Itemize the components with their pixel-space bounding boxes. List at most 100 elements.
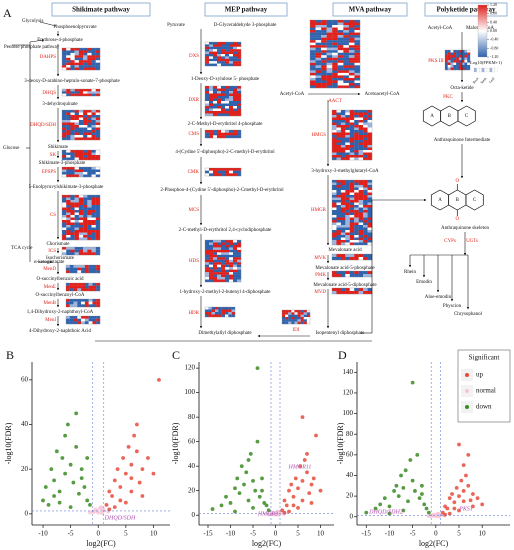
point bbox=[219, 503, 224, 508]
heatmap-cell bbox=[336, 127, 341, 131]
heatmap-cell bbox=[213, 279, 218, 283]
point bbox=[296, 486, 300, 491]
heatmap-cell bbox=[354, 145, 359, 148]
heatmap-cell bbox=[315, 65, 322, 68]
heatmap-cell bbox=[70, 225, 75, 228]
heatmap-cell bbox=[349, 230, 355, 233]
heatmap bbox=[444, 49, 471, 71]
heatmap-cell bbox=[340, 120, 346, 123]
heatmap-cell bbox=[69, 301, 74, 305]
heatmap-cell bbox=[297, 317, 301, 320]
heatmap-cell bbox=[88, 283, 93, 286]
heatmap-cell bbox=[83, 225, 88, 228]
heatmap-cell bbox=[310, 65, 316, 68]
heatmap-cell bbox=[354, 147, 359, 151]
heatmap-cell bbox=[363, 257, 368, 261]
heatmap-cell bbox=[321, 45, 327, 48]
heatmap-cell bbox=[456, 65, 459, 68]
heatmap-cell bbox=[332, 55, 338, 58]
compound: Mevalonate acid bbox=[328, 248, 362, 253]
heatmap-cell bbox=[83, 197, 88, 201]
heatmap-cell bbox=[354, 115, 359, 118]
heatmap-cell bbox=[84, 285, 89, 289]
heatmap-cell bbox=[209, 86, 214, 89]
heatmap-cell bbox=[74, 167, 79, 170]
heatmap-cell bbox=[95, 174, 101, 178]
heatmap-cell bbox=[225, 111, 230, 114]
heatmap-cell bbox=[91, 62, 96, 66]
compound: Mevalonate acid-5-diphosphate bbox=[313, 283, 377, 288]
heatmap-cell bbox=[95, 62, 101, 66]
heatmap-cell bbox=[363, 215, 368, 218]
heatmap-cell bbox=[343, 85, 349, 89]
heatmap-cell bbox=[95, 65, 101, 68]
point bbox=[110, 494, 114, 498]
heatmap-cell bbox=[473, 67, 477, 73]
heatmap-cell bbox=[340, 222, 346, 226]
heatmap-cell bbox=[78, 112, 84, 116]
heatmap-cell bbox=[340, 117, 346, 121]
heatmap-cell bbox=[209, 254, 214, 258]
heatmap-cell bbox=[354, 62, 361, 66]
heatmap-cell bbox=[310, 47, 316, 51]
heatmap-cell bbox=[300, 317, 304, 320]
heatmap-cell bbox=[237, 168, 242, 171]
heatmap-cell bbox=[74, 225, 79, 228]
point bbox=[246, 498, 251, 503]
heatmap-cell bbox=[209, 252, 214, 255]
heatmap-cell bbox=[363, 195, 368, 198]
compound: Rhein bbox=[404, 270, 416, 275]
heatmap-cell bbox=[467, 55, 471, 58]
heatmap-cell bbox=[92, 299, 97, 302]
heatmap-cell bbox=[66, 227, 71, 231]
heatmap-cell bbox=[74, 52, 79, 56]
heatmap-cell bbox=[303, 317, 307, 320]
heatmap-cell bbox=[332, 155, 337, 158]
heatmap-cell bbox=[453, 62, 457, 66]
heatmap-cell bbox=[354, 200, 359, 203]
heatmap-cell bbox=[367, 150, 373, 153]
heatmap-cell bbox=[349, 271, 355, 275]
heatmap-cell bbox=[229, 42, 234, 45]
heatmap-cell bbox=[77, 288, 82, 292]
heatmap-cell bbox=[345, 147, 350, 151]
heatmap-cell bbox=[213, 262, 218, 265]
heatmap-cell bbox=[83, 249, 88, 253]
heatmap-cell bbox=[237, 252, 242, 255]
heatmap-cell bbox=[87, 93, 92, 97]
heatmap-cell bbox=[336, 230, 341, 233]
heatmap-cell bbox=[91, 130, 96, 133]
heatmap-cell bbox=[96, 267, 101, 271]
heatmap-cell bbox=[96, 288, 101, 292]
heatmap-cell bbox=[282, 321, 286, 325]
heatmap-cell bbox=[74, 230, 79, 233]
heatmap-cell bbox=[447, 50, 451, 53]
heatmap-cell bbox=[354, 110, 359, 113]
heatmap-cell bbox=[209, 135, 214, 139]
heatmap-cell bbox=[87, 207, 92, 211]
heatmap-cell bbox=[358, 155, 364, 158]
heatmap-cell bbox=[225, 244, 230, 248]
heatmap-cell bbox=[367, 147, 373, 151]
heatmap bbox=[204, 41, 242, 67]
point bbox=[289, 482, 294, 487]
heatmap-cell bbox=[213, 88, 218, 92]
heatmap-cell bbox=[221, 262, 226, 265]
heatmap-cell bbox=[213, 267, 218, 270]
heatmap-cell bbox=[354, 135, 359, 138]
point bbox=[475, 496, 480, 501]
heatmap-cell bbox=[217, 240, 222, 243]
heatmap-cell bbox=[326, 50, 333, 53]
heatmap-cell bbox=[321, 32, 327, 36]
heatmap-cell bbox=[237, 58, 242, 62]
colorbar-tick-label: 1.20 bbox=[490, 2, 497, 7]
heatmap-cell bbox=[479, 67, 482, 73]
heatmap-frame bbox=[309, 19, 361, 89]
point bbox=[140, 467, 145, 472]
heatmap-cell bbox=[354, 180, 359, 183]
heatmap-cell bbox=[340, 215, 346, 218]
heatmap-cell bbox=[237, 54, 242, 57]
heatmap-cell bbox=[363, 197, 368, 201]
heatmap-cell bbox=[205, 269, 210, 273]
heatmap-cell bbox=[354, 155, 359, 158]
